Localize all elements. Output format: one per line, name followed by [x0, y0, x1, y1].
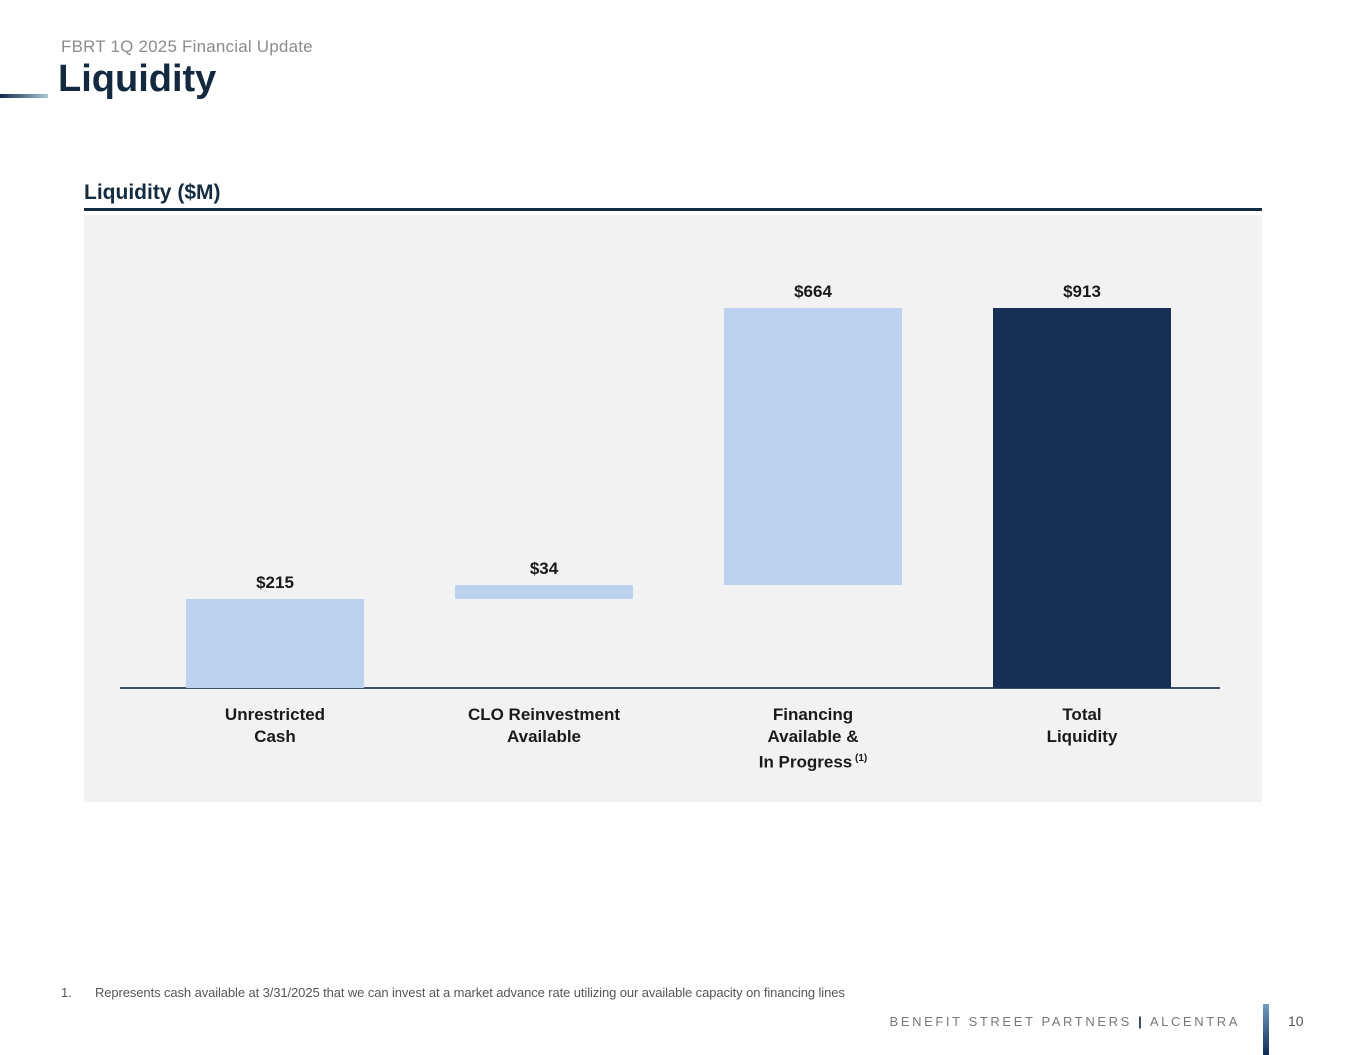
footer-brand: ALCENTRA: [1149, 1014, 1240, 1029]
bar-category-label-total-liquidity: Total Liquidity: [1046, 705, 1118, 746]
bar-clo-reinvestment-available: [455, 584, 633, 599]
bar-total-liquidity: [993, 308, 1171, 688]
page-title: Liquidity: [58, 58, 217, 100]
chart-title-rule: [84, 208, 1262, 211]
bar-value-label-unrestricted-cash: $215: [256, 572, 294, 592]
bar-financing-available-in-progress: [724, 308, 902, 585]
page-number: 10: [1288, 1013, 1304, 1029]
footer-divider: |: [1138, 1014, 1145, 1029]
chart-plot-area: $215 Unrestricted Cash $34 CLO Reinvestment A…: [84, 215, 1262, 802]
title-accent-line: [0, 94, 48, 98]
x-axis-line: [120, 687, 1220, 689]
bar-unrestricted-cash: [186, 598, 364, 688]
footnote-marker: (1): [852, 753, 868, 764]
report-subtitle: FBRT 1Q 2025 Financial Update: [61, 37, 313, 56]
footnote: 1. Represents cash available at 3/31/2025…: [61, 985, 845, 1000]
footnote-text: Represents cash available at 3/31/2025 t…: [95, 985, 845, 1000]
footnote-index: 1.: [61, 985, 72, 1000]
footer-brand-line: BENEFIT STREET PARTNERS | ALCENTRA: [890, 1014, 1240, 1029]
bar-category-label-unrestricted-cash: Unrestricted Cash: [224, 705, 326, 746]
bar-value-label-total-liquidity: $913: [1063, 282, 1101, 302]
page-number-divider-bar: [1263, 1004, 1269, 1055]
bar-category-label-clo-reinvestment-available: CLO Reinvestment Available: [467, 705, 621, 746]
bar-category-label-financing-available-in-progress: Financing Available & In Progress (1): [758, 705, 868, 772]
bar-value-label-clo-reinvestment-available: $34: [529, 558, 559, 578]
footer-company: BENEFIT STREET PARTNERS: [889, 1014, 1132, 1029]
chart-title: Liquidity ($M): [84, 181, 221, 204]
bar-value-label-financing-available-in-progress: $664: [794, 282, 832, 302]
